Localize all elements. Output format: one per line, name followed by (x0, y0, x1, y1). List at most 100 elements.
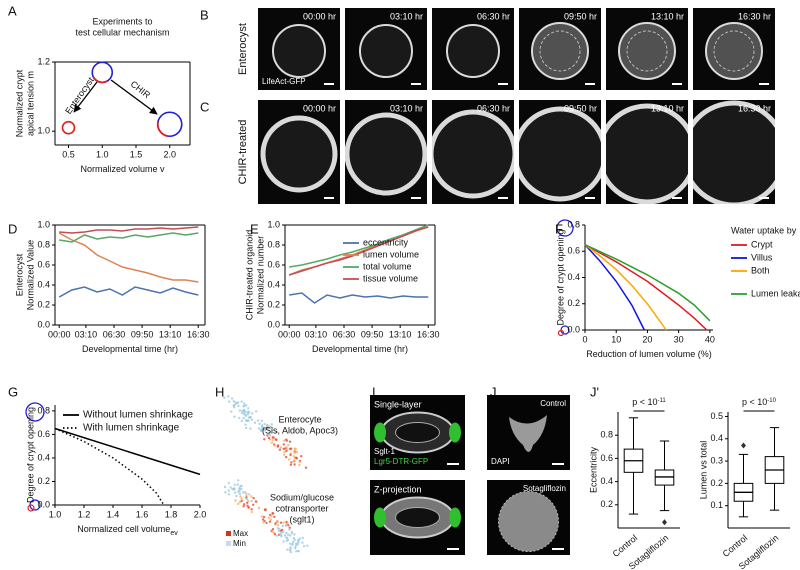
umap-dot (223, 485, 227, 489)
organoid (498, 491, 559, 552)
umap-dot (267, 516, 271, 519)
umap-dot (250, 508, 253, 511)
umap-label: (sglt1) (289, 514, 314, 524)
umap-dot (271, 528, 275, 531)
legend-label: Villus (751, 252, 773, 262)
umap-dot (278, 527, 281, 531)
umap-dot (297, 549, 300, 553)
micrograph: 03:10 hr (345, 8, 427, 90)
y-tick-label: 0.8 (600, 430, 613, 440)
umap-dot (285, 439, 288, 442)
umap-dot (227, 481, 230, 485)
umap-dot (279, 521, 283, 524)
umap-dot (242, 410, 246, 413)
umap-dot (282, 540, 285, 543)
x-tick-label: 1.4 (107, 509, 120, 519)
y-tick-label: 0.8 (37, 405, 50, 415)
umap-dot (239, 495, 242, 498)
y-tick-label: 0.8 (37, 239, 50, 249)
umap-dot (238, 490, 241, 493)
umap-dot (295, 450, 299, 454)
y-tick-label: 0.4 (567, 272, 580, 282)
micrograph: 16:30 hr (693, 8, 775, 90)
legend-label: Crypt (751, 239, 773, 249)
umap-dot (283, 534, 287, 537)
y-tick-label: 0.2 (567, 298, 580, 308)
umap-dot (224, 491, 227, 494)
umap-dot (233, 488, 236, 491)
x-tick-label: 09:50 (361, 329, 384, 339)
p-value-base: p < 10 (742, 397, 767, 407)
umap-dot (273, 515, 276, 519)
x-tick-label: 10 (611, 334, 621, 344)
x-tick-label: 30 (674, 334, 684, 344)
umap-dot (271, 438, 274, 442)
umap-dot (238, 416, 241, 420)
image-label: Single-layer (374, 399, 422, 409)
crypt-icon-open (556, 219, 574, 237)
organoid (432, 109, 514, 199)
y-tick-label: 0.5 (710, 411, 723, 421)
umap-dot (281, 524, 285, 528)
umap-dot (291, 540, 295, 543)
umap-dot (250, 495, 253, 498)
series-line (289, 292, 429, 304)
umap-dot (253, 421, 257, 424)
umap-dot (289, 542, 292, 545)
x-tick-label: 1.8 (165, 509, 178, 519)
umap-dot (240, 400, 243, 403)
y-axis-label: Normalized number (255, 236, 265, 315)
y-tick-label: 0.2 (710, 478, 723, 488)
umap-dot (227, 493, 231, 496)
panel-letter: A (8, 3, 17, 18)
umap-dot (269, 431, 272, 434)
x-tick-label: 13:10 (159, 329, 182, 339)
umap-dot (247, 499, 250, 503)
umap-dot (279, 446, 283, 449)
umap-dot (285, 446, 288, 449)
umap-dot (284, 524, 287, 528)
umap-dot (232, 400, 235, 403)
umap-dot (234, 499, 237, 502)
p-value: p < 10-11 (632, 397, 666, 407)
image-label: Lgr5-DTR-GFP (374, 457, 428, 466)
x-axis-label: Developmental time (hr) (312, 344, 408, 354)
p-value-exp: -10 (767, 398, 776, 404)
organoid (519, 106, 601, 202)
umap-dot (247, 407, 250, 410)
umap-dot (265, 426, 268, 429)
umap-dot (237, 502, 240, 506)
organoid (260, 115, 338, 193)
umap-dot (287, 524, 290, 527)
y-axis-label: Degree of crypt opening (555, 229, 565, 325)
umap-dot (233, 406, 236, 409)
x-tick-label: 1.0 (96, 149, 109, 159)
umap-dot (260, 419, 264, 423)
umap-dot (267, 436, 271, 440)
x-tick-label: 06:30 (333, 329, 356, 339)
x-tick-label: 00:00 (48, 329, 71, 339)
y-axis-label: Eccentricity (588, 446, 598, 493)
x-axis-label: Reduction of lumen volume (%) (586, 349, 712, 359)
umap-dot (254, 500, 258, 503)
y-tick-label: 1.0 (37, 126, 50, 136)
umap-dot (238, 409, 242, 412)
umap-dot (298, 463, 301, 467)
series-line (584, 244, 708, 331)
umap-dot (285, 520, 288, 524)
x-tick-label: 0.5 (62, 149, 75, 159)
umap-dot (245, 492, 248, 495)
y-tick-label: 0.8 (267, 239, 280, 249)
p-value-base: p < 10 (632, 397, 657, 407)
umap-dot (227, 489, 230, 492)
umap-dot (277, 529, 280, 533)
umap-label: Sodium/glucose (270, 492, 334, 502)
umap-dot (230, 397, 234, 400)
umap-dot (289, 453, 292, 457)
gfp-signal (374, 507, 386, 528)
time-label: 06:30 hr (477, 11, 510, 21)
umap-dot (243, 402, 246, 405)
y-tick-label: 1.0 (37, 219, 50, 229)
umap-label: (Sis, Aldob, Apoc3) (262, 425, 338, 435)
annotation: CHIR (129, 79, 153, 101)
